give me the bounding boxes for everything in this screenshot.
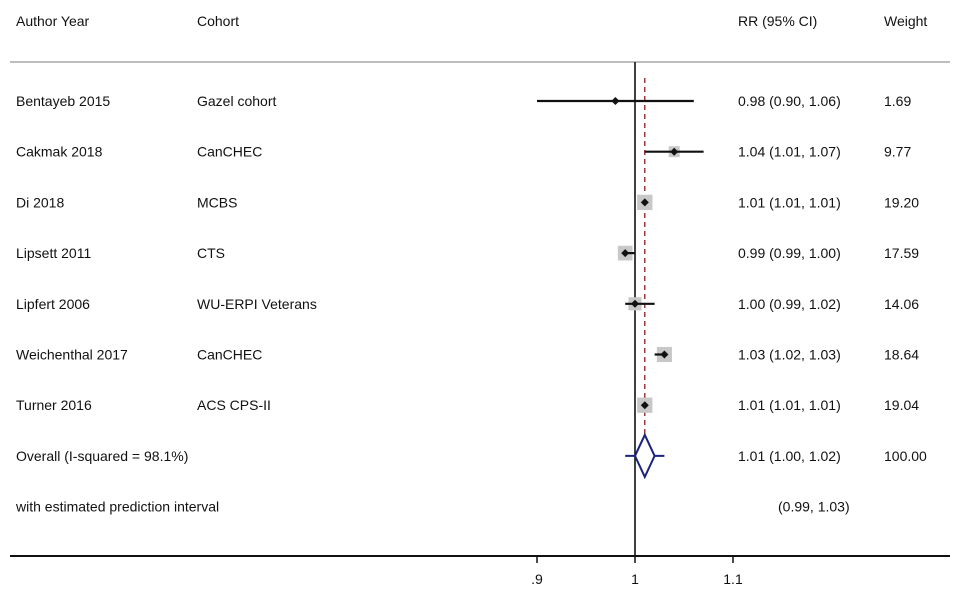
study-rr-ci: 1.03 (1.02, 1.03): [738, 347, 841, 363]
study-author-year: Bentayeb 2015: [16, 93, 110, 109]
header-rr-ci: RR (95% CI): [738, 13, 817, 29]
study-point-estimate: [621, 249, 630, 258]
study-cohort: CTS: [197, 245, 225, 261]
study-author-year: Lipfert 2006: [16, 296, 90, 312]
study-rr-ci: 1.00 (0.99, 1.02): [738, 296, 841, 312]
study-rr-ci: 1.01 (1.01, 1.01): [738, 397, 841, 413]
study-weight: 19.20: [884, 194, 919, 210]
overall-diamond: [633, 432, 656, 480]
study-author-year: Lipsett 2011: [16, 245, 91, 261]
study-weight: 17.59: [884, 245, 919, 261]
study-point-estimate: [660, 350, 669, 359]
prediction-interval-ci: (0.99, 1.03): [778, 499, 850, 515]
study-weight: 1.69: [884, 93, 911, 109]
plot-marks: [537, 62, 704, 556]
study-rr-ci: 1.04 (1.01, 1.07): [738, 144, 841, 160]
study-rr-ci: 0.98 (0.90, 1.06): [738, 93, 841, 109]
header-author-year: Author Year: [16, 13, 90, 29]
study-point-estimate: [631, 299, 639, 308]
study-point-estimate: [611, 97, 620, 105]
header-weight: Weight: [884, 13, 927, 29]
study-author-year: Di 2018: [16, 194, 64, 210]
overall-rr-ci: 1.01 (1.00, 1.02): [738, 448, 841, 464]
prediction-interval-label: with estimated prediction interval: [15, 499, 219, 515]
study-point-estimate: [640, 401, 649, 410]
overall-label: Overall (I-squared = 98.1%): [16, 448, 188, 464]
study-cohort: Gazel cohort: [197, 93, 276, 109]
x-axis-tick-label: 1.1: [723, 571, 743, 587]
study-cohort: WU-ERPI Veterans: [197, 296, 317, 312]
study-weight: 18.64: [884, 347, 919, 363]
study-weight: 9.77: [884, 144, 911, 160]
study-cohort: CanCHEC: [197, 144, 262, 160]
study-author-year: Turner 2016: [16, 397, 92, 413]
study-point-estimate: [670, 147, 679, 156]
study-weight: 19.04: [884, 397, 919, 413]
study-rr-ci: 0.99 (0.99, 1.00): [738, 245, 841, 261]
x-axis-tick-label: 1: [631, 571, 639, 587]
study-author-year: Cakmak 2018: [16, 144, 103, 160]
overall-weight: 100.00: [884, 448, 927, 464]
study-cohort: CanCHEC: [197, 347, 262, 363]
study-point-estimate: [640, 198, 649, 207]
study-cohort: MCBS: [197, 194, 237, 210]
study-cohort: ACS CPS-II: [197, 397, 271, 413]
study-author-year: Weichenthal 2017: [16, 347, 128, 363]
study-rr-ci: 1.01 (1.01, 1.01): [738, 194, 841, 210]
x-axis-tick-label: .9: [531, 571, 543, 587]
header-cohort: Cohort: [197, 13, 239, 29]
study-rows: Bentayeb 2015 Gazel cohort 0.98 (0.90, 1.0…: [15, 93, 927, 515]
study-weight: 14.06: [884, 296, 919, 312]
x-axis: .9 1 1.1: [531, 556, 743, 587]
